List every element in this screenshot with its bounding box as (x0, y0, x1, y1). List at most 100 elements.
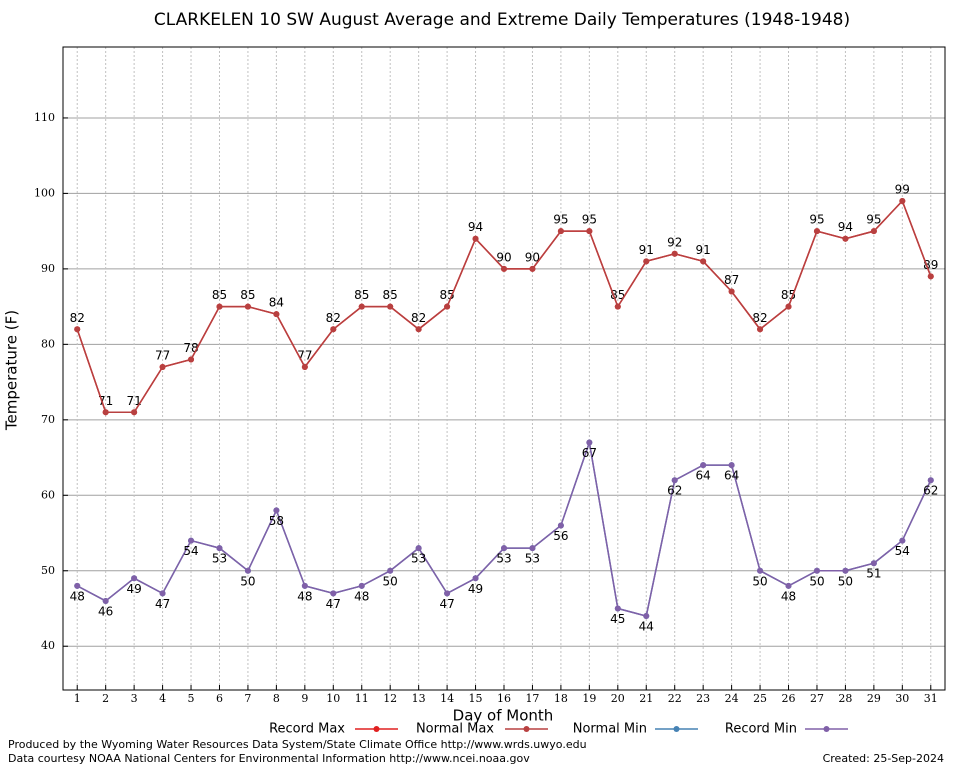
data-label: 92 (667, 235, 682, 249)
data-point (301, 363, 308, 370)
data-label: 47 (326, 597, 341, 611)
data-point (387, 303, 394, 310)
data-point (216, 545, 223, 552)
data-point (927, 273, 934, 280)
data-point (813, 567, 820, 574)
x-tick-label: 28 (838, 692, 852, 705)
legend-label: Normal Min (573, 722, 647, 737)
data-point (529, 265, 536, 272)
data-label: 53 (525, 552, 540, 566)
data-label: 48 (70, 589, 85, 603)
data-point (757, 326, 764, 333)
data-label: 94 (468, 220, 483, 234)
data-label: 95 (582, 213, 597, 227)
data-point (472, 235, 479, 242)
x-tick-label: 17 (525, 692, 539, 705)
data-label: 85 (781, 288, 796, 302)
x-tick-label: 27 (810, 692, 824, 705)
data-point (728, 288, 735, 295)
data-point (927, 477, 934, 484)
data-label: 85 (354, 288, 369, 302)
data-label: 91 (639, 243, 654, 257)
data-label: 45 (610, 612, 625, 626)
data-label: 50 (240, 574, 255, 588)
x-tick-label: 26 (782, 692, 796, 705)
data-point (671, 250, 678, 257)
x-tick-label: 12 (383, 692, 397, 705)
data-label: 49 (468, 582, 483, 596)
data-label: 50 (809, 574, 824, 588)
x-tick-label: 13 (412, 692, 426, 705)
x-tick-label: 8 (273, 692, 280, 705)
data-point (244, 303, 251, 310)
legend-label: Normal Max (416, 722, 494, 737)
data-point (700, 462, 707, 469)
x-tick-label: 16 (497, 692, 511, 705)
data-point (700, 258, 707, 265)
data-label: 95 (809, 213, 824, 227)
data-label: 90 (496, 250, 511, 264)
data-point (785, 582, 792, 589)
data-label: 64 (696, 469, 711, 483)
legend-marker (523, 726, 530, 732)
data-point (102, 409, 109, 416)
data-point (643, 258, 650, 265)
legend-marker (823, 726, 830, 732)
x-tick-label: 7 (244, 692, 251, 705)
data-point (501, 265, 507, 272)
footer-created: Created: 25-Sep-2024 (823, 752, 944, 765)
legend-label: Record Min (725, 722, 797, 737)
data-point (501, 545, 507, 552)
data-label: 71 (126, 394, 141, 408)
data-point (671, 477, 678, 484)
x-tick-label: 31 (924, 692, 938, 705)
data-point (899, 537, 906, 544)
data-label: 82 (752, 311, 767, 325)
data-label: 48 (354, 589, 369, 603)
x-tick-label: 10 (326, 692, 340, 705)
data-label: 51 (866, 567, 881, 581)
y-axis-label: Temperature (F) (3, 310, 21, 431)
x-tick-label: 19 (582, 692, 596, 705)
data-point (159, 590, 166, 597)
x-tick-label: 20 (611, 692, 625, 705)
data-point (188, 537, 195, 544)
x-tick-label: 30 (895, 692, 909, 705)
data-point (330, 326, 337, 333)
data-label: 87 (724, 273, 739, 287)
data-label: 85 (610, 288, 625, 302)
y-tick-label: 40 (41, 639, 55, 652)
x-tick-label: 25 (753, 692, 767, 705)
x-tick-label: 18 (554, 692, 568, 705)
data-label: 67 (582, 446, 597, 460)
x-tick-label: 3 (131, 692, 138, 705)
data-point (358, 582, 365, 589)
data-label: 91 (696, 243, 711, 257)
data-point (358, 303, 365, 310)
data-point (273, 507, 280, 514)
data-label: 84 (269, 296, 284, 310)
data-point (842, 567, 849, 574)
data-label: 89 (923, 258, 938, 272)
data-point (131, 575, 138, 582)
data-point (557, 522, 564, 529)
data-label: 53 (212, 552, 227, 566)
data-label: 48 (297, 589, 312, 603)
data-label: 85 (240, 288, 255, 302)
data-point (842, 235, 849, 242)
y-tick-label: 110 (34, 111, 55, 124)
data-point (415, 545, 422, 552)
data-label: 85 (383, 288, 398, 302)
data-point (131, 409, 138, 416)
data-point (757, 567, 764, 574)
data-label: 82 (326, 311, 341, 325)
x-tick-label: 1 (74, 692, 81, 705)
x-tick-label: 14 (440, 692, 454, 705)
data-label: 47 (439, 597, 454, 611)
y-tick-label: 80 (41, 337, 55, 350)
data-label: 48 (781, 589, 796, 603)
plot-frame (62, 46, 946, 691)
data-point (330, 590, 337, 597)
data-point (728, 462, 735, 469)
